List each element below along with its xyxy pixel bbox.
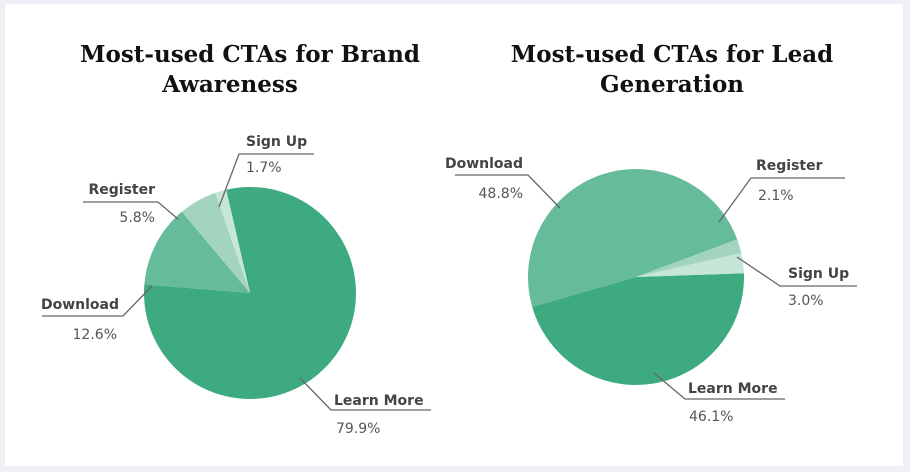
- value-learn-more: 46.1%: [689, 409, 733, 425]
- pie-slice-register: [181, 192, 250, 293]
- chart-title-line1: Most-used CTAs for Brand: [80, 41, 420, 68]
- pie-slice-sign-up: [215, 189, 250, 293]
- pie-brand-awareness: [144, 187, 357, 399]
- label-learn-more: Learn More: [334, 393, 424, 409]
- pie-slice-sign-up: [636, 253, 744, 277]
- label-register: Register: [756, 158, 823, 174]
- leader-lines: [42, 153, 857, 411]
- pie-slice-register: [636, 239, 742, 277]
- pie-slice-learn-more: [144, 187, 357, 399]
- value-sign-up: 1.7%: [246, 160, 282, 176]
- value-register: 5.8%: [119, 210, 155, 226]
- pie-slice-download: [528, 169, 738, 307]
- label-download: Download: [41, 297, 119, 313]
- value-sign-up: 3.0%: [788, 293, 824, 309]
- value-learn-more: 79.9%: [336, 421, 380, 437]
- label-register: Register: [88, 182, 155, 198]
- pie-lead-generation: [528, 169, 744, 386]
- chart-title-line2: Generation: [600, 71, 744, 98]
- value-register: 2.1%: [758, 188, 794, 204]
- chart-card: [5, 4, 903, 466]
- label-learn-more: Learn More: [688, 381, 778, 397]
- label-download: Download: [445, 156, 523, 172]
- label-sign-up: Sign Up: [246, 134, 307, 150]
- chart-title-line2: Awareness: [161, 71, 298, 98]
- value-download: 12.6%: [73, 327, 117, 343]
- label-sign-up: Sign Up: [788, 266, 849, 282]
- value-download: 48.8%: [479, 186, 523, 202]
- pie-slice-learn-more: [532, 273, 744, 386]
- pie-slice-download: [144, 211, 250, 293]
- chart-title-line1: Most-used CTAs for Lead: [511, 41, 833, 68]
